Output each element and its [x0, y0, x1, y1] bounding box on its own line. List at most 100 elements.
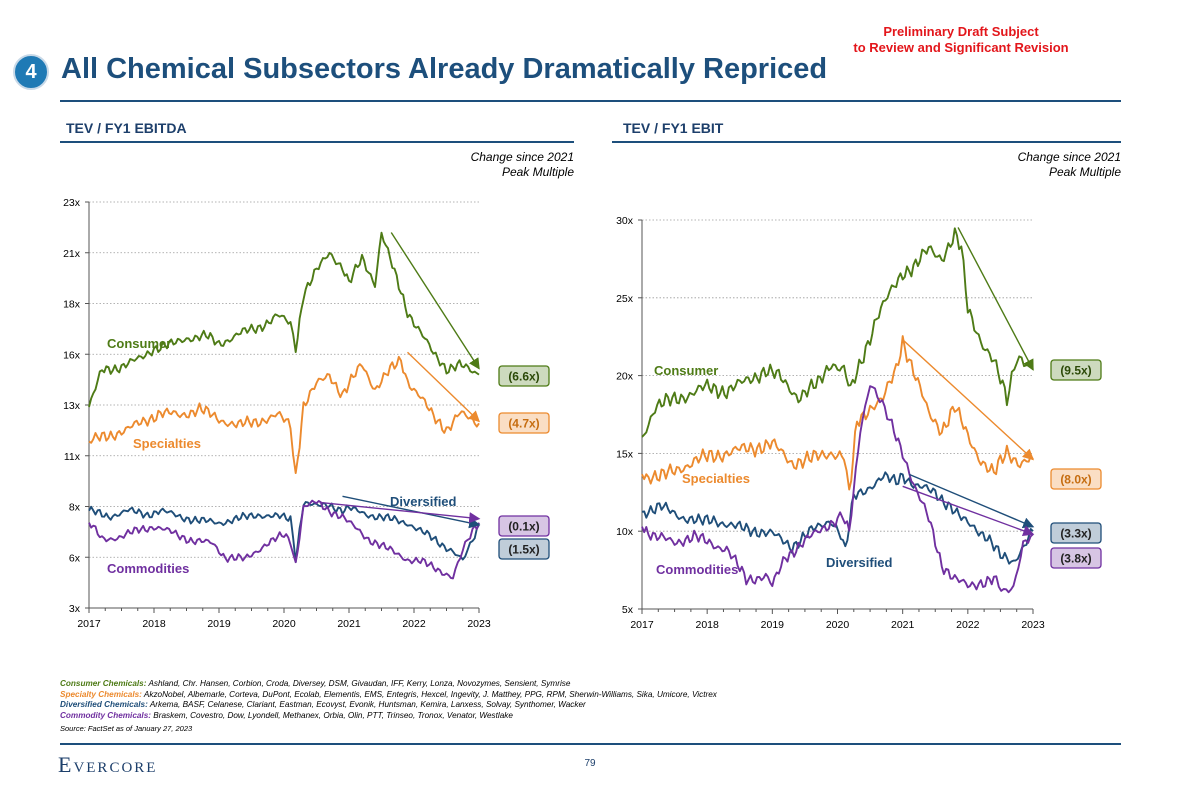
- footnote-specialties-text: AkzoNobel, Albemarle, Corteva, DuPont, E…: [143, 689, 717, 699]
- ebitda-change-value-specialties: (4.7x): [508, 417, 539, 431]
- ebit-change-chip-specialties: [1050, 468, 1102, 490]
- ebitda-trend-arrow-commodities: [319, 501, 481, 524]
- footnote-consumer-label: Consumer Chemicals:: [60, 679, 147, 688]
- ebitda-y-tick-label: 13x: [63, 400, 81, 412]
- footnote-commodities-text: Braskem, Covestro, Dow, Lyondell, Methan…: [153, 710, 513, 720]
- ebit-chart-title: TEV / FY1 EBIT: [623, 120, 724, 136]
- ebit-y-tick-label: 20x: [616, 371, 634, 383]
- ebit-note-line-1: Change since 2021: [1017, 150, 1121, 164]
- ebit-chart: 5x 10x 15x 20x 25x 30x 2017 2018 2019 2020 2021 202…: [616, 215, 1102, 631]
- footnotes: Consumer Chemicals: Ashland, Chr. Hansen…: [60, 679, 1120, 735]
- ebitda-series-label-commodities: Commodities: [107, 561, 189, 576]
- ebitda-series-label-diversified: Diversified: [390, 494, 457, 509]
- ebitda-title-rule: [60, 141, 574, 143]
- ebitda-y-tick-label: 11x: [64, 451, 81, 463]
- ebit-note: Change since 2021 Peak Multiple: [921, 150, 1121, 180]
- ebitda-x-tick-label: 2019: [207, 618, 231, 630]
- draft-notice: Preliminary Draft Subject to Review and …: [811, 24, 1111, 56]
- footnote-consumer: Consumer Chemicals: Ashland, Chr. Hansen…: [60, 679, 1120, 690]
- ebitda-change-value-commodities: (0.1x): [508, 520, 539, 534]
- ebitda-y-tick-label: 18x: [63, 299, 81, 311]
- ebit-series-commodities-line: [641, 385, 1034, 594]
- ebitda-y-tick-label: 6x: [69, 552, 81, 564]
- ebit-y-tick-label: 5x: [622, 604, 634, 616]
- ebitda-x-tick-label: 2017: [77, 618, 101, 630]
- ebitda-trend-arrow-consumer: [390, 232, 480, 370]
- ebit-series-label-consumer: Consumer: [654, 363, 718, 378]
- ebit-note-line-2: Peak Multiple: [1048, 165, 1121, 179]
- ebitda-y-tick-label: 16x: [63, 349, 81, 361]
- ebitda-change-chip-consumer: [498, 365, 550, 387]
- ebit-x-tick-label: 2023: [1021, 619, 1045, 631]
- ebit-series-specialties-line: [641, 335, 1034, 491]
- footnote-diversified-label: Diversified Chemicals:: [60, 700, 148, 709]
- ebit-x-tick-label: 2018: [695, 619, 719, 631]
- ebitda-series-diversified-line: [88, 501, 480, 563]
- ebitda-note-line-2: Peak Multiple: [501, 165, 574, 179]
- ebitda-chart: 3x 6x 8x 11x 13x 16x 18x 21x 23x 2017 2018 2019 2020…: [63, 197, 550, 630]
- ebitda-x-tick-label: 2018: [142, 618, 166, 630]
- ebit-series-label-diversified: Diversified: [826, 555, 893, 570]
- ebit-y-tick-label: 15x: [616, 448, 634, 460]
- ebit-x-tick-label: 2019: [761, 619, 785, 631]
- ebitda-series-commodities-line: [88, 499, 480, 580]
- ebitda-change-chip-diversified: [498, 538, 550, 560]
- ebit-trend-arrow-commodities: [902, 485, 1035, 537]
- draft-notice-line-1: Preliminary Draft Subject: [883, 24, 1039, 39]
- ebitda-x-tick-label: 2021: [337, 618, 361, 630]
- ebitda-series-label-specialties: Specialties: [133, 436, 201, 451]
- footnote-diversified-text: Arkema, BASF, Celanese, Clariant, Eastma…: [149, 700, 586, 709]
- title-rule: [60, 100, 1121, 102]
- ebit-x-tick-label: 2017: [630, 619, 654, 631]
- ebit-change-value-diversified: (3.3x): [1060, 527, 1091, 541]
- ebit-change-chip-commodities: [1050, 547, 1102, 569]
- footnote-diversified: Diversified Chemicals: Arkema, BASF, Cel…: [60, 700, 1120, 711]
- footnote-specialties-label: Specialty Chemicals:: [60, 689, 142, 699]
- ebitda-chart-title: TEV / FY1 EBITDA: [66, 120, 187, 136]
- ebitda-series-consumer-line: [88, 231, 480, 408]
- ebit-x-tick-label: 2020: [826, 619, 850, 631]
- page-title: All Chemical Subsectors Already Dramatic…: [61, 53, 828, 85]
- ebitda-y-tick-label: 23x: [63, 197, 81, 209]
- ebitda-change-value-consumer: (6.6x): [508, 370, 539, 384]
- ebit-x-tick-label: 2021: [891, 619, 915, 631]
- ebitda-change-chip-specialties: [498, 412, 550, 434]
- ebitda-series-label-consumer: Consumer: [107, 336, 171, 351]
- ebit-trend-arrow-consumer: [957, 227, 1034, 371]
- draft-notice-line-2: to Review and Significant Revision: [853, 40, 1069, 55]
- ebitda-y-tick-label: 21x: [63, 248, 81, 260]
- ebitda-trend-arrow-specialties: [407, 351, 481, 423]
- source-note: Source: FactSet as of January 27, 2023: [60, 724, 193, 733]
- ebitda-y-tick-label: 8x: [69, 502, 81, 514]
- ebit-trend-arrow-specialties: [902, 339, 1035, 461]
- ebit-x-tick-label: 2022: [956, 619, 980, 631]
- ebit-change-value-commodities: (3.8x): [1060, 552, 1091, 566]
- ebit-change-value-specialties: (8.0x): [1060, 473, 1091, 487]
- section-number-badge: 4: [13, 54, 49, 90]
- footnote-specialties: Specialty Chemicals: AkzoNobel, Albemarl…: [60, 690, 1120, 701]
- ebit-series-label-commodities: Commodities: [656, 562, 738, 577]
- ebit-change-value-consumer: (9.5x): [1060, 364, 1091, 378]
- ebitda-x-tick-label: 2020: [272, 618, 296, 630]
- ebit-y-tick-label: 10x: [616, 526, 634, 538]
- ebitda-series-specialties-line: [88, 355, 480, 475]
- evercore-logo: Evercore: [58, 752, 158, 777]
- ebit-change-chip-consumer: [1050, 359, 1102, 381]
- ebit-title-rule: [612, 141, 1121, 143]
- footnote-consumer-text: Ashland, Chr. Hansen, Corbion, Croda, Di…: [148, 679, 571, 688]
- footnote-commodities: Commodity Chemicals: Braskem, Covestro, …: [60, 711, 1120, 722]
- ebit-change-chip-diversified: [1050, 522, 1102, 544]
- ebit-y-tick-label: 25x: [616, 293, 634, 305]
- ebitda-change-value-diversified: (1.5x): [508, 543, 539, 557]
- ebit-series-diversified-line: [641, 471, 1034, 565]
- ebit-series-consumer-line: [641, 227, 1034, 438]
- ebitda-note-line-1: Change since 2021: [470, 150, 574, 164]
- ebitda-note: Change since 2021 Peak Multiple: [374, 150, 574, 180]
- ebitda-trend-arrow-diversified: [342, 495, 481, 529]
- page-number: 79: [584, 758, 596, 769]
- ebit-series-label-specialties: Specialties: [682, 471, 750, 486]
- ebitda-change-chip-commodities: [498, 515, 550, 537]
- ebitda-x-tick-label: 2022: [402, 618, 426, 630]
- ebitda-y-tick-label: 3x: [69, 603, 81, 615]
- ebit-y-tick-label: 30x: [616, 215, 634, 227]
